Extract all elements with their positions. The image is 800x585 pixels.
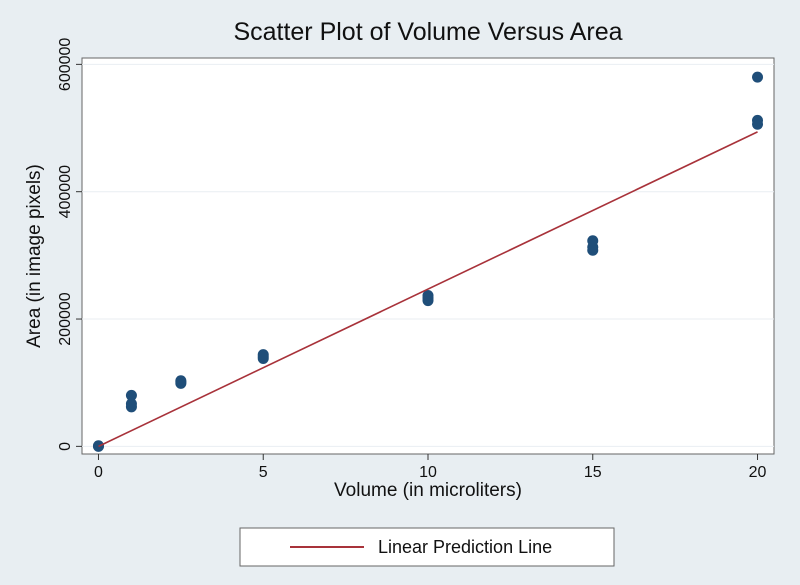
x-tick-label: 5 bbox=[259, 464, 268, 481]
scatter-point bbox=[752, 71, 764, 83]
scatter-point bbox=[125, 398, 137, 410]
scatter-point bbox=[422, 289, 434, 301]
scatter-point bbox=[587, 235, 599, 247]
y-tick-label: 400000 bbox=[57, 165, 74, 218]
series-layer bbox=[92, 71, 764, 452]
x-tick-label: 0 bbox=[94, 464, 103, 481]
x-tick-label: 20 bbox=[749, 464, 767, 481]
y-axis-title: Area (in image pixels) bbox=[24, 164, 45, 348]
x-axis-title: Volume (in microliters) bbox=[334, 480, 522, 501]
x-tick-label: 15 bbox=[584, 464, 602, 481]
y-tick-label: 0 bbox=[57, 442, 74, 451]
y-tick-label: 600000 bbox=[57, 38, 74, 91]
y-tick-label: 200000 bbox=[57, 292, 74, 345]
x-tick-label: 10 bbox=[419, 464, 437, 481]
chart-title: Scatter Plot of Volume Versus Area bbox=[233, 18, 622, 46]
scatter-point bbox=[257, 349, 269, 361]
gridlines bbox=[82, 63, 774, 447]
scatter-point bbox=[125, 389, 137, 401]
scatter-point bbox=[752, 114, 764, 126]
axes bbox=[76, 63, 759, 460]
plot-area bbox=[81, 57, 775, 455]
legend-label: Linear Prediction Line bbox=[378, 537, 552, 557]
prediction-line bbox=[98, 131, 758, 448]
tick-labels: 0 200000 400000 600000 0 5 10 15 20 bbox=[57, 38, 767, 481]
legend: Linear Prediction Line bbox=[239, 527, 615, 567]
scatter-point bbox=[175, 375, 187, 387]
